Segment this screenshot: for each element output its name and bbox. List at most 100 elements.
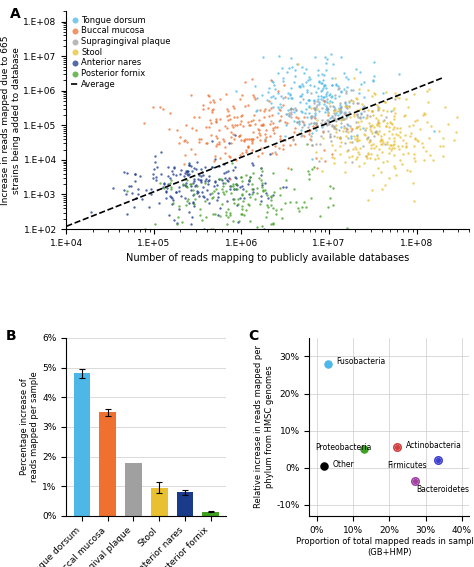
Anterior nares	[190, 198, 197, 207]
Posterior fornix	[183, 176, 191, 185]
Anterior nares	[182, 167, 190, 176]
Stool	[356, 125, 364, 134]
Supragingival plaque	[310, 104, 318, 113]
Posterior fornix	[269, 169, 277, 178]
Supragingival plaque	[341, 97, 348, 106]
Bar	[73, 374, 91, 516]
Stool	[344, 101, 351, 111]
Supragingival plaque	[311, 105, 319, 115]
Stool	[367, 121, 374, 130]
Posterior fornix	[168, 183, 175, 192]
Stool	[339, 126, 347, 136]
Stool	[435, 127, 443, 136]
Y-axis label: Relative increase in reads mapped per
phylum from HMSC genomes: Relative increase in reads mapped per ph…	[254, 345, 273, 509]
Supragingival plaque	[347, 126, 355, 135]
Y-axis label: Increase in reads mapped due to 665
strains being added to database: Increase in reads mapped due to 665 stra…	[1, 35, 20, 205]
Stool	[390, 105, 397, 115]
Anterior nares	[184, 169, 191, 178]
Stool	[402, 142, 410, 151]
Anterior nares	[269, 190, 276, 199]
Buccal mucosa	[195, 138, 202, 147]
Stool	[373, 129, 381, 138]
Buccal mucosa	[191, 113, 198, 122]
Supragingival plaque	[329, 101, 337, 110]
Tongue dorsum	[320, 71, 328, 80]
Posterior fornix	[224, 219, 231, 229]
Posterior fornix	[286, 198, 294, 207]
Posterior fornix	[181, 174, 189, 183]
Tongue dorsum	[370, 71, 377, 81]
Tongue dorsum	[321, 96, 329, 105]
Stool	[381, 180, 388, 189]
Buccal mucosa	[276, 115, 284, 124]
Supragingival plaque	[342, 102, 350, 111]
Anterior nares	[231, 163, 239, 172]
Stool	[411, 117, 419, 126]
Anterior nares	[184, 166, 191, 175]
Posterior fornix	[238, 176, 246, 185]
Tongue dorsum	[347, 132, 355, 141]
Anterior nares	[193, 188, 201, 197]
Buccal mucosa	[230, 134, 237, 143]
Tongue dorsum	[379, 89, 387, 98]
Posterior fornix	[190, 200, 198, 209]
Posterior fornix	[257, 175, 264, 184]
Anterior nares	[245, 175, 253, 184]
Stool	[372, 90, 379, 99]
Stool	[349, 145, 357, 154]
Tongue dorsum	[320, 99, 328, 108]
Anterior nares	[168, 200, 176, 209]
Anterior nares	[261, 178, 269, 187]
Buccal mucosa	[140, 119, 148, 128]
Anterior nares	[178, 165, 185, 174]
Buccal mucosa	[187, 90, 195, 99]
Buccal mucosa	[250, 92, 258, 101]
Buccal mucosa	[231, 121, 239, 130]
Tongue dorsum	[321, 108, 329, 117]
Posterior fornix	[276, 191, 284, 200]
Tongue dorsum	[340, 69, 348, 78]
Supragingival plaque	[313, 121, 321, 130]
Buccal mucosa	[183, 138, 191, 147]
Anterior nares	[229, 194, 237, 203]
Buccal mucosa	[216, 115, 224, 124]
Tongue dorsum	[319, 122, 326, 132]
Anterior nares	[170, 162, 177, 171]
Anterior nares	[190, 175, 197, 184]
Posterior fornix	[248, 180, 256, 189]
Buccal mucosa	[276, 105, 283, 114]
Tongue dorsum	[274, 69, 282, 78]
Anterior nares	[240, 185, 247, 194]
Tongue dorsum	[281, 132, 289, 141]
Stool	[401, 111, 409, 120]
Stool	[450, 136, 457, 145]
Stool	[354, 135, 361, 144]
Anterior nares	[221, 174, 229, 183]
Buccal mucosa	[202, 122, 210, 131]
Supragingival plaque	[307, 88, 314, 98]
Tongue dorsum	[310, 96, 318, 105]
Buccal mucosa	[241, 78, 249, 87]
Tongue dorsum	[345, 98, 353, 107]
Tongue dorsum	[322, 92, 330, 101]
Buccal mucosa	[208, 107, 216, 116]
Tongue dorsum	[315, 94, 322, 103]
Posterior fornix	[193, 182, 201, 191]
Tongue dorsum	[320, 80, 328, 89]
Buccal mucosa	[156, 102, 164, 111]
Tongue dorsum	[356, 67, 364, 77]
Posterior fornix	[219, 188, 227, 197]
Tongue dorsum	[254, 105, 261, 115]
Anterior nares	[203, 194, 210, 204]
Buccal mucosa	[248, 74, 256, 83]
Posterior fornix	[124, 187, 131, 196]
Stool	[410, 179, 417, 188]
Tongue dorsum	[347, 134, 355, 143]
Stool	[352, 94, 359, 103]
Text: A: A	[10, 7, 21, 21]
Stool	[355, 117, 362, 126]
Stool	[424, 86, 431, 95]
Stool	[364, 196, 372, 205]
Stool	[362, 151, 370, 160]
Posterior fornix	[242, 186, 250, 195]
